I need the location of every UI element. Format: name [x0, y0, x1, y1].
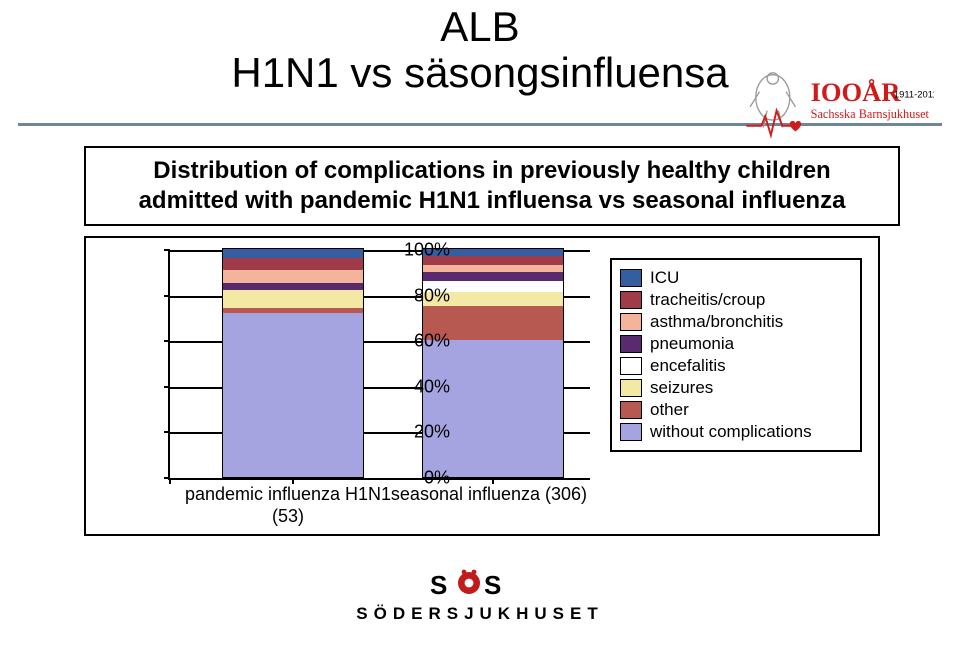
- legend-swatch: [620, 269, 642, 287]
- legend-label: other: [650, 400, 689, 420]
- legend-item-without_complications: without complications: [620, 422, 852, 442]
- chart-subtitle-box: Distribution of complications in previou…: [84, 146, 900, 226]
- legend-item-tracheitis_croup: tracheitis/croup: [620, 290, 852, 310]
- chart-frame: pandemic influenza H1N1 (53) seasonal in…: [84, 236, 880, 536]
- title-line-1: ALB: [0, 4, 960, 50]
- bar-seg-without_complications: [423, 339, 563, 477]
- legend-label: asthma/bronchitis: [650, 312, 783, 332]
- sodersjukhuset-wordmark: SÖDERSJUKHUSET: [0, 604, 960, 624]
- legend-swatch: [620, 379, 642, 397]
- y-tick-label: 0%: [380, 468, 450, 489]
- bar-seg-icu: [223, 248, 363, 258]
- legend-label: tracheitis/croup: [650, 290, 765, 310]
- bar-seg-pneumonia: [223, 282, 363, 290]
- svg-text:Sachsska Barnsjukhuset: Sachsska Barnsjukhuset: [811, 107, 930, 121]
- bar-seg-asthma_bronchitis: [423, 264, 563, 272]
- bar-0: [222, 248, 364, 478]
- svg-text:IOOÅR: IOOÅR: [811, 77, 902, 107]
- y-tick-label: 20%: [380, 422, 450, 443]
- legend-swatch: [620, 291, 642, 309]
- hospital-anniversary-logo: IOOÅR 1911-2011 Sachsska Barnsjukhuset: [744, 68, 934, 140]
- bar-seg-without_complications: [223, 312, 363, 477]
- legend-item-other: other: [620, 400, 852, 420]
- bar-seg-asthma_bronchitis: [223, 269, 363, 284]
- y-tick-label: 100%: [380, 240, 450, 261]
- sos-logo: S S: [0, 568, 960, 607]
- legend-swatch: [620, 335, 642, 353]
- legend-swatch: [620, 401, 642, 419]
- y-tick-label: 60%: [380, 331, 450, 352]
- bar-seg-seizures: [223, 289, 363, 308]
- legend-label: encefalitis: [650, 356, 726, 376]
- legend-label: pneumonia: [650, 334, 734, 354]
- legend-swatch: [620, 357, 642, 375]
- svg-text:1911-2011: 1911-2011: [894, 89, 934, 100]
- bar-seg-tracheitis_croup: [223, 257, 363, 269]
- legend-label: seizures: [650, 378, 713, 398]
- chart-plot-area: [168, 250, 590, 480]
- bar-seg-pneumonia: [423, 271, 563, 281]
- y-tick-label: 40%: [380, 376, 450, 397]
- legend-label: ICU: [650, 268, 679, 288]
- legend-item-icu: ICU: [620, 268, 852, 288]
- legend-item-encefalitis: encefalitis: [620, 356, 852, 376]
- subtitle-line-1: Distribution of complications in previou…: [153, 157, 830, 184]
- svg-text:S: S: [430, 570, 447, 600]
- legend-swatch: [620, 313, 642, 331]
- legend-item-seizures: seizures: [620, 378, 852, 398]
- legend-item-asthma_bronchitis: asthma/bronchitis: [620, 312, 852, 332]
- subtitle-line-2: admitted with pandemic H1N1 influensa vs…: [139, 187, 846, 214]
- chart-legend: ICUtracheitis/croupasthma/bronchitispneu…: [610, 258, 862, 452]
- y-tick-label: 80%: [380, 285, 450, 306]
- legend-item-pneumonia: pneumonia: [620, 334, 852, 354]
- legend-label: without complications: [650, 422, 812, 442]
- legend-swatch: [620, 423, 642, 441]
- svg-text:S: S: [484, 570, 501, 600]
- bar-1: [422, 248, 564, 478]
